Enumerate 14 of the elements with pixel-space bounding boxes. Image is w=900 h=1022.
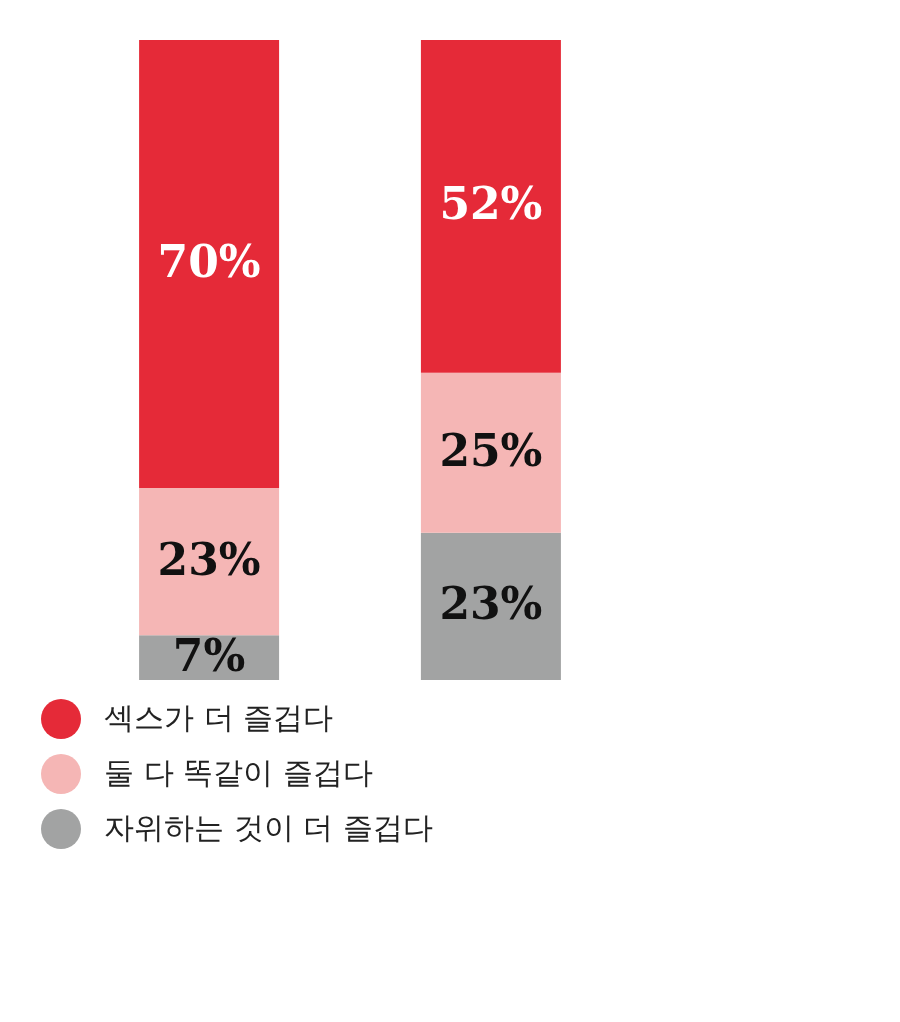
- legend-label: 섹스가 더 즐겁다: [104, 700, 334, 735]
- bar: [139, 40, 280, 488]
- bar: [139, 488, 280, 636]
- data-label: 52%: [439, 178, 543, 230]
- data-label: 23%: [439, 578, 543, 630]
- bar: [420, 372, 561, 533]
- bar: [420, 40, 561, 373]
- legend-label: 둘 다 똑같이 즐겁다: [104, 755, 373, 790]
- data-label: 25%: [439, 424, 543, 476]
- data-label: 7%: [172, 629, 246, 681]
- data-label: 23%: [157, 533, 261, 585]
- bar: [420, 532, 561, 680]
- data-label: 70%: [157, 236, 261, 287]
- legend-label: 자위하는 것이 더 즐겁다: [104, 810, 433, 845]
